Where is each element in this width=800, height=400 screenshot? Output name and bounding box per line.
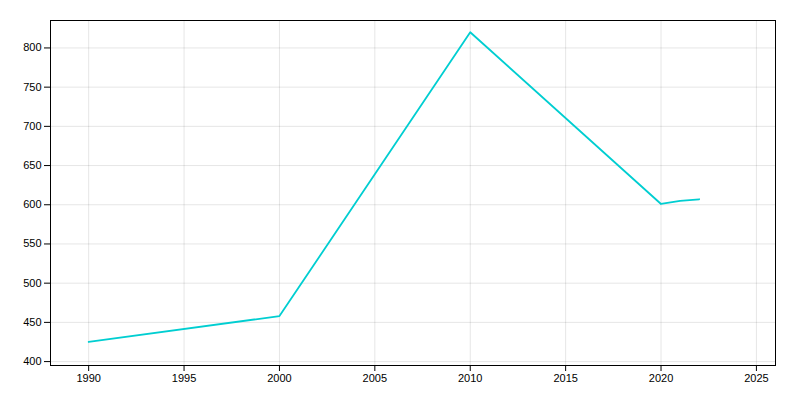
svg-text:450: 450	[23, 316, 41, 328]
svg-text:650: 650	[23, 159, 41, 171]
svg-text:550: 550	[23, 237, 41, 249]
svg-text:2005: 2005	[363, 372, 387, 384]
svg-text:1995: 1995	[172, 372, 196, 384]
svg-text:2015: 2015	[553, 372, 577, 384]
svg-text:2010: 2010	[458, 372, 482, 384]
svg-text:700: 700	[23, 120, 41, 132]
svg-text:400: 400	[23, 355, 41, 367]
svg-text:600: 600	[23, 198, 41, 210]
svg-text:500: 500	[23, 277, 41, 289]
svg-text:750: 750	[23, 81, 41, 93]
svg-text:1990: 1990	[76, 372, 100, 384]
svg-text:2000: 2000	[267, 372, 291, 384]
svg-text:800: 800	[23, 41, 41, 53]
svg-text:2025: 2025	[744, 372, 768, 384]
svg-text:2020: 2020	[649, 372, 673, 384]
